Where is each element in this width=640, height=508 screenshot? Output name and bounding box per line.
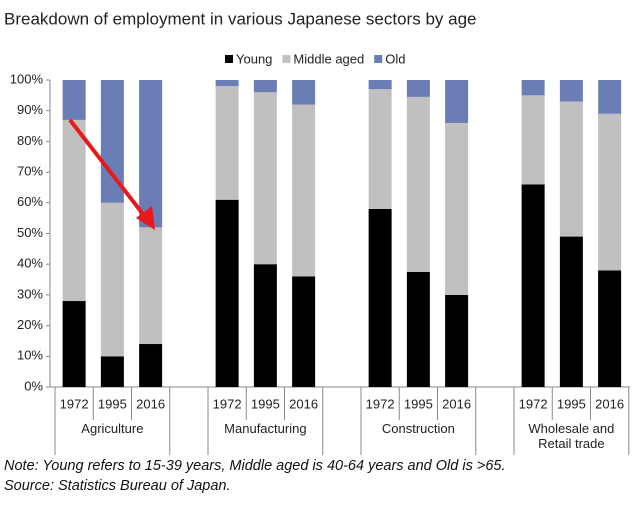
- bar-segment: [215, 80, 239, 87]
- y-tick-label: 50%: [17, 225, 43, 240]
- bar-segment: [292, 80, 316, 105]
- x-tick-label: 1972: [213, 396, 242, 411]
- x-tick-label: 1995: [557, 396, 586, 411]
- bar-segment: [368, 89, 392, 209]
- bar-segment: [406, 96, 430, 272]
- legend-label: Young: [236, 51, 272, 66]
- chart-title: Breakdown of employment in various Japan…: [4, 9, 476, 28]
- bar-segment: [559, 236, 583, 387]
- bar-segment: [215, 86, 239, 200]
- y-tick-label: 40%: [17, 256, 43, 271]
- bar-segment: [253, 264, 277, 387]
- bar-segment: [598, 270, 622, 387]
- bar-segment: [253, 92, 277, 265]
- legend-swatch: [225, 55, 233, 63]
- bar-segment: [62, 80, 86, 120]
- y-tick-label: 0%: [24, 378, 43, 393]
- legend-swatch: [282, 55, 291, 63]
- bar-segment: [445, 294, 469, 387]
- bar-segment: [139, 344, 163, 387]
- bar-segment: [598, 113, 622, 271]
- x-tick-label: 1995: [404, 396, 433, 411]
- bar-segment: [292, 276, 316, 387]
- bar-segment: [406, 80, 430, 97]
- bar-segment: [521, 184, 545, 387]
- x-tick-label: 2016: [442, 396, 471, 411]
- x-tick-label: 1972: [366, 396, 395, 411]
- bar-segment: [559, 80, 583, 102]
- bar-segment: [521, 80, 545, 96]
- bar-segment: [139, 80, 163, 228]
- bar-segment: [598, 80, 622, 114]
- group-label: Construction: [381, 421, 455, 436]
- y-tick-label: 10%: [17, 348, 43, 363]
- bar-segment: [292, 104, 316, 277]
- x-tick-label: 1972: [519, 396, 548, 411]
- bar-segment: [368, 208, 392, 387]
- y-tick-label: 70%: [17, 164, 43, 179]
- y-tick-label: 90%: [17, 102, 43, 117]
- note: Note: Young refers to 15-39 years, Middl…: [4, 458, 506, 474]
- bar-segment: [521, 95, 545, 185]
- x-tick-label: 1995: [251, 396, 280, 411]
- bar-segment: [406, 271, 430, 387]
- annotation-arrow: [68, 118, 148, 220]
- bar-segment: [100, 80, 124, 203]
- y-tick-label: 20%: [17, 317, 43, 332]
- bar-segment: [100, 202, 124, 357]
- group-label: Manufacturing: [224, 421, 307, 436]
- bar-segment: [445, 122, 469, 295]
- x-tick-label: 1995: [98, 396, 127, 411]
- bar-segment: [253, 80, 277, 93]
- bar-segment: [368, 80, 392, 90]
- bar-segment: [62, 301, 86, 387]
- x-tick-label: 1972: [60, 396, 89, 411]
- y-tick-label: 30%: [17, 286, 43, 301]
- bar-segment: [445, 80, 469, 123]
- group-label: Agriculture: [81, 421, 144, 436]
- legend-label: Old: [385, 51, 405, 66]
- legend-swatch: [374, 55, 383, 63]
- x-tick-label: 2016: [289, 396, 318, 411]
- annotation-arrowhead: [136, 206, 155, 230]
- group-label: Wholesale and Retail trade: [528, 421, 615, 451]
- source: Source: Statistics Bureau of Japan.: [4, 478, 231, 494]
- y-tick-label: 80%: [17, 133, 43, 148]
- x-tick-label: 2016: [136, 396, 165, 411]
- bar-segment: [62, 119, 86, 302]
- legend-label: Middle aged: [293, 51, 364, 66]
- bar-segment: [139, 227, 163, 345]
- y-tick-label: 100%: [10, 71, 44, 86]
- bar-segment: [100, 356, 124, 387]
- bar-segment: [559, 101, 583, 237]
- y-tick-label: 60%: [17, 194, 43, 209]
- x-tick-label: 2016: [595, 396, 624, 411]
- bar-segment: [215, 199, 239, 387]
